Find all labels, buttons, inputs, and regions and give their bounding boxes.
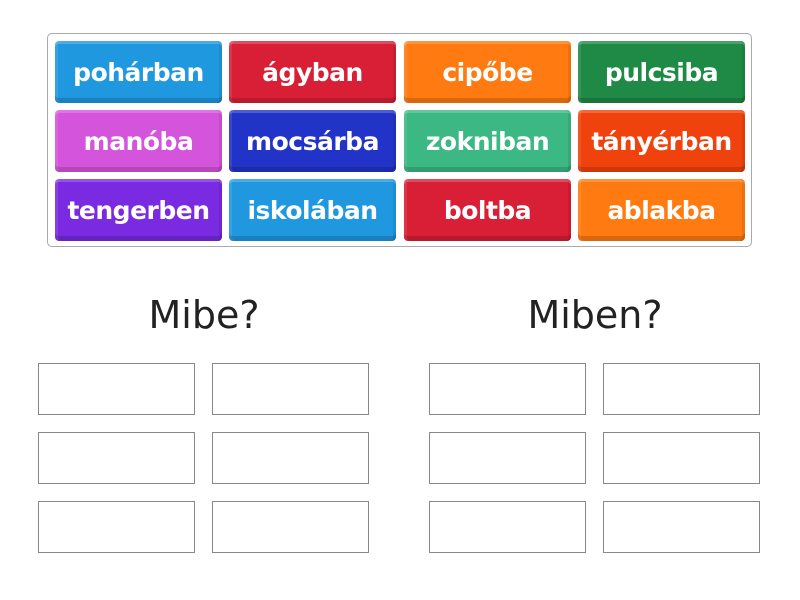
word-tile[interactable]: iskolában xyxy=(229,179,396,241)
word-tile[interactable]: mocsárba xyxy=(229,110,396,172)
word-pool xyxy=(47,33,752,247)
word-tile[interactable]: ablakba xyxy=(578,179,745,241)
drop-slot-miben[interactable] xyxy=(603,363,760,415)
drop-slot-miben[interactable] xyxy=(429,432,586,484)
group-title-mibe: Mibe? xyxy=(148,293,260,337)
word-tile[interactable]: boltba xyxy=(404,179,571,241)
drop-slot-mibe[interactable] xyxy=(212,501,369,553)
word-tile[interactable]: ágyban xyxy=(229,41,396,103)
word-tile[interactable]: tengerben xyxy=(55,179,222,241)
drop-slot-mibe[interactable] xyxy=(212,432,369,484)
word-tile[interactable]: zokniban xyxy=(404,110,571,172)
drop-slot-miben[interactable] xyxy=(429,501,586,553)
drop-slot-miben[interactable] xyxy=(603,432,760,484)
word-tile[interactable]: pohárban xyxy=(55,41,222,103)
word-tile[interactable]: pulcsiba xyxy=(578,41,745,103)
word-tile[interactable]: tányérban xyxy=(578,110,745,172)
group-title-miben: Miben? xyxy=(527,293,663,337)
drop-slot-mibe[interactable] xyxy=(212,363,369,415)
drop-slot-mibe[interactable] xyxy=(38,363,195,415)
word-tile[interactable]: manóba xyxy=(55,110,222,172)
drop-slot-mibe[interactable] xyxy=(38,432,195,484)
word-tile[interactable]: cipőbe xyxy=(404,41,571,103)
drop-slot-mibe[interactable] xyxy=(38,501,195,553)
drop-slot-miben[interactable] xyxy=(603,501,760,553)
drop-slot-miben[interactable] xyxy=(429,363,586,415)
